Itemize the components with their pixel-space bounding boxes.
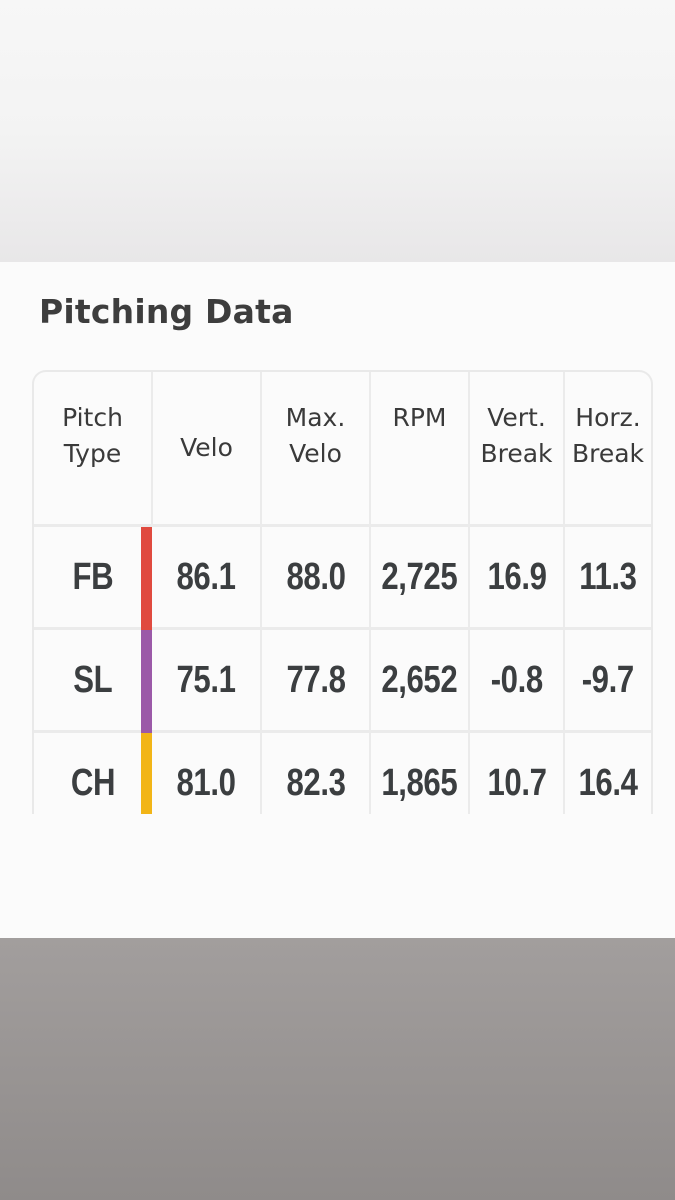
- header-horz-break-line1: Horz.: [575, 403, 641, 432]
- table-row: SL 75.1 77.8 2,652 -0.8 -9.7: [34, 628, 651, 733]
- table-header-row: Pitch Type Velo Max. Velo RPM Vert.: [34, 372, 651, 527]
- header-pitch-type-line1: Pitch: [62, 403, 123, 432]
- table-row: FB 86.1 88.0 2,725 16.9 11.3: [34, 525, 651, 630]
- pitch-color-bar: [141, 630, 152, 733]
- header-max-velo: Max. Velo: [261, 372, 371, 527]
- velo-cell: 75.1: [152, 628, 262, 733]
- pitch-type-cell: SL: [34, 628, 152, 733]
- velo-value: 86.1: [176, 555, 236, 598]
- max-velo-cell: 88.0: [261, 525, 371, 630]
- velo-cell: 86.1: [152, 525, 262, 630]
- vert-break-cell: -0.8: [469, 628, 565, 733]
- pitch-type-label: CH: [70, 761, 116, 804]
- max-velo-cell: 77.8: [261, 628, 371, 733]
- header-vert-break-line2: Break: [480, 439, 553, 468]
- vert-break-value: 10.7: [486, 761, 547, 804]
- header-horz-break: Horz. Break: [564, 372, 651, 527]
- pitching-table: Pitch Type Velo Max. Velo RPM Vert.: [34, 372, 651, 814]
- max-velo-cell: 82.3: [261, 731, 371, 814]
- velo-value: 75.1: [176, 658, 236, 701]
- card-title: Pitching Data: [39, 292, 294, 331]
- header-vert-break: Vert. Break: [469, 372, 565, 527]
- table-row: CH 81.0 82.3 1,865 10.7 16.4: [34, 731, 651, 814]
- header-rpm-line1: RPM: [392, 403, 447, 432]
- vert-break-value: 16.9: [486, 555, 547, 598]
- pitch-type-label: FB: [72, 555, 114, 598]
- velo-cell: 81.0: [152, 731, 262, 814]
- header-pitch-type: Pitch Type: [34, 372, 153, 527]
- pitch-color-bar: [141, 733, 152, 814]
- pitch-type-label: SL: [73, 658, 113, 701]
- header-max-velo-line1: Max.: [285, 403, 346, 432]
- vert-break-cell: 10.7: [469, 731, 565, 814]
- horz-break-cell: 11.3: [564, 525, 651, 630]
- horz-break-value: 11.3: [579, 555, 637, 598]
- pitch-type-cell: FB: [34, 525, 152, 630]
- max-velo-value: 88.0: [285, 555, 346, 598]
- rpm-cell: 1,865: [370, 731, 470, 814]
- pitching-table-container: Pitch Type Velo Max. Velo RPM Vert.: [32, 370, 653, 814]
- header-velo: Velo: [152, 372, 262, 527]
- max-velo-value: 77.8: [285, 658, 346, 701]
- header-horz-break-line2: Break: [571, 439, 645, 468]
- header-pitch-type-line2: Type: [63, 439, 122, 468]
- header-max-velo-line2: Velo: [289, 439, 342, 468]
- max-velo-value: 82.3: [285, 761, 346, 804]
- bottom-background: [0, 938, 675, 1200]
- top-background: [0, 0, 675, 262]
- pitch-color-bar: [141, 527, 152, 630]
- velo-value: 81.0: [176, 761, 236, 804]
- rpm-value: 2,725: [381, 555, 458, 598]
- horz-break-cell: 16.4: [564, 731, 651, 814]
- rpm-cell: 2,652: [370, 628, 470, 733]
- rpm-value: 1,865: [381, 761, 458, 804]
- rpm-value: 2,652: [381, 658, 458, 701]
- header-vert-break-line1: Vert.: [487, 403, 546, 432]
- pitch-type-cell: CH: [34, 731, 152, 814]
- horz-break-cell: -9.7: [564, 628, 651, 733]
- header-velo-line1: Velo: [180, 433, 233, 462]
- horz-break-value: 16.4: [578, 761, 638, 804]
- vert-break-cell: 16.9: [469, 525, 565, 630]
- pitching-data-card: Pitching Data Pitch Type Velo: [0, 262, 675, 938]
- horz-break-value: -9.7: [581, 658, 635, 701]
- rpm-cell: 2,725: [370, 525, 470, 630]
- vert-break-value: -0.8: [490, 658, 543, 701]
- header-rpm: RPM: [370, 372, 470, 527]
